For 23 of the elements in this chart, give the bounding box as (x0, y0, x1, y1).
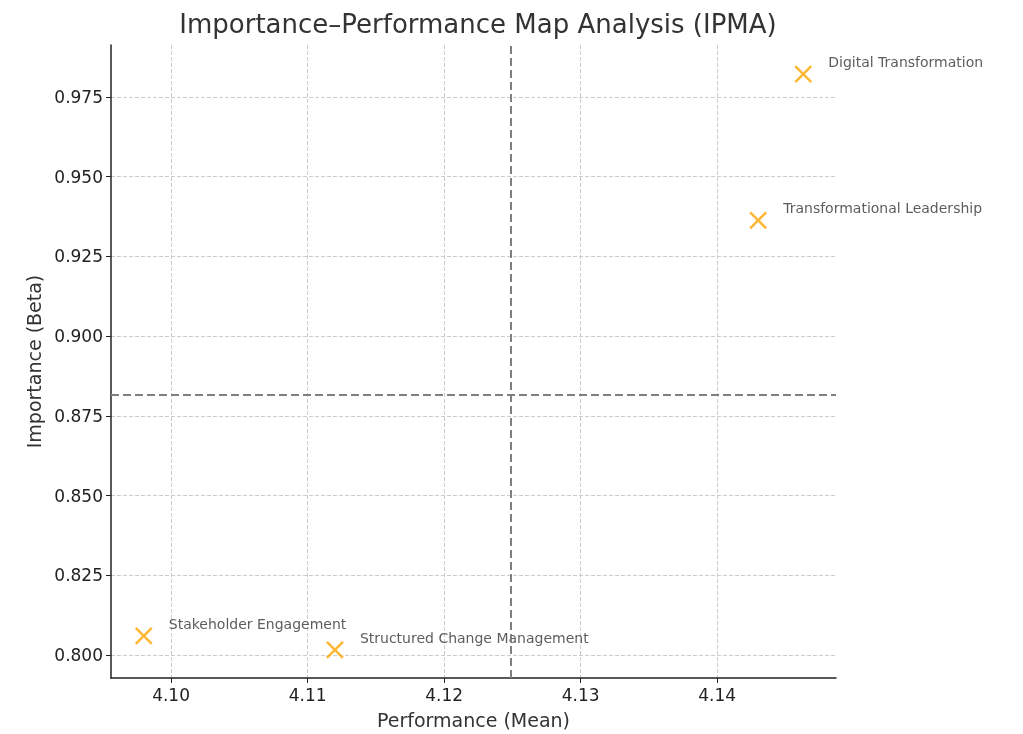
point (793, 64, 813, 84)
y-tick-label: 0.825 (54, 565, 103, 586)
y-axis-title: Importance (Beta) (22, 274, 45, 449)
x-tick-label: 4.10 (152, 684, 190, 705)
y-tick-label: 0.850 (54, 485, 103, 506)
point (748, 211, 768, 230)
y-tick-label: 0.800 (54, 645, 103, 666)
x-tick-label: 4.12 (425, 684, 464, 705)
x-tick-label: 4.13 (561, 684, 600, 705)
y-tick-label: 0.900 (54, 326, 103, 347)
x-tick-label: 4.14 (698, 684, 737, 705)
y-tick-label: 0.925 (54, 246, 103, 267)
chart-title: Importance–Performance Map Analysis (IPMA) (179, 9, 777, 39)
x-axis-title: Performance (Mean) (376, 708, 571, 731)
annotation: Digital Transformation (828, 54, 984, 71)
y-tick-label: 0.875 (54, 405, 103, 426)
point (134, 626, 154, 646)
annotation: Stakeholder Engagement (168, 615, 347, 632)
y-tick-label: 0.975 (54, 86, 103, 107)
y-tick-label: 0.950 (54, 166, 103, 187)
x-tick-label: 4.11 (288, 684, 327, 705)
annotation: Transformational Leadership (782, 200, 983, 217)
point (325, 640, 345, 660)
